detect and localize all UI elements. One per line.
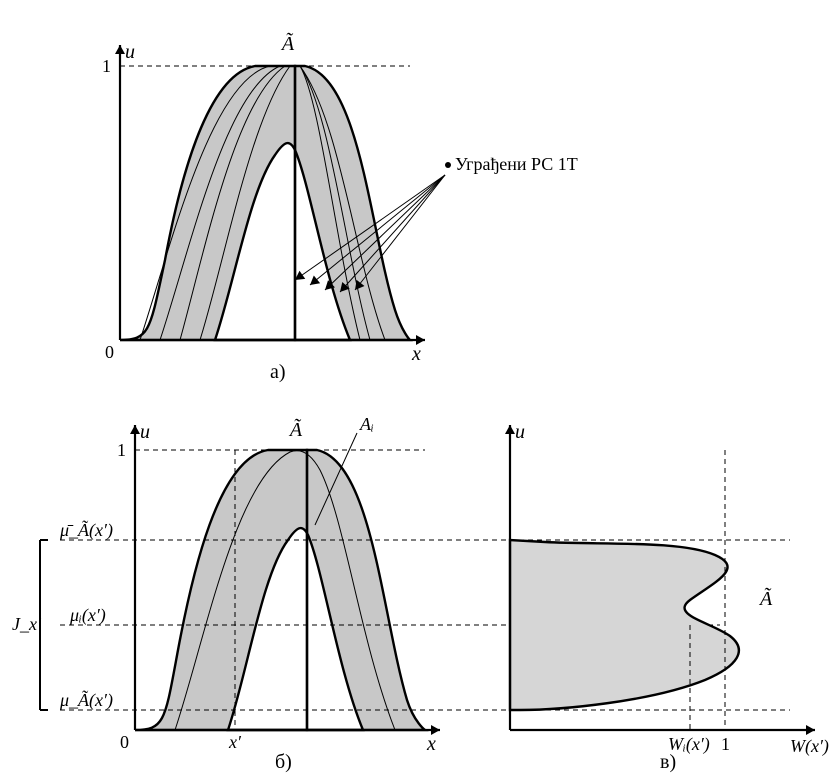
ai-label: Aᵢ (359, 414, 374, 434)
mu-upper-label: μ̄_Ã(x′) (59, 520, 113, 541)
mu-lower-label: μ_Ã(x′) (59, 690, 113, 711)
j-label: J_x′ (12, 614, 42, 634)
mu-i-label: μᵢ(x′) (69, 605, 106, 626)
sub-a: а) (270, 361, 286, 383)
tick-one-b: 1 (117, 440, 126, 460)
origin-label-b: 0 (120, 732, 129, 752)
title-c: Ã (758, 586, 773, 610)
y-axis-label-a: u (125, 41, 135, 63)
tick-one-a: 1 (102, 56, 111, 76)
x-axis-label-b: x (426, 733, 436, 755)
sub-b: б) (275, 751, 292, 773)
x-axis-label-c: W(x′) (790, 736, 829, 757)
title-a: Ã (280, 31, 295, 55)
title-b: Ã (288, 417, 303, 441)
origin-label-a: 0 (105, 342, 114, 362)
x-axis-label-a: x (411, 343, 421, 365)
tick-one-c: 1 (721, 734, 730, 754)
y-axis-label-c: u (515, 421, 525, 443)
annotation-bullet (445, 162, 451, 168)
annotation-a: Уграђени РС 1Т (455, 154, 578, 174)
y-axis-label-b: u (140, 421, 150, 443)
sub-c: в) (660, 751, 676, 773)
x-prime-label: x′ (228, 732, 242, 752)
